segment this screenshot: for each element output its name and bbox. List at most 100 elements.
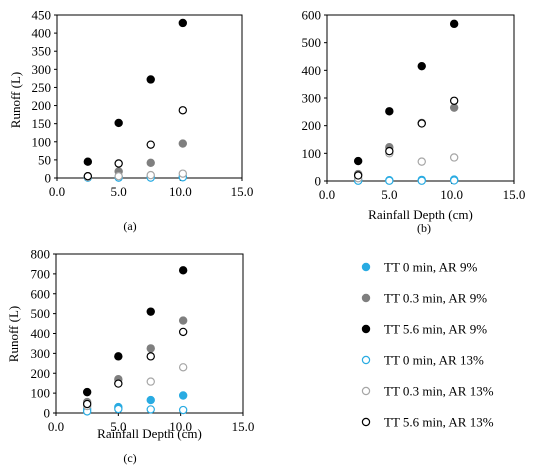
data-point-tt56-ar9 bbox=[146, 307, 155, 316]
y-tick-label: 200 bbox=[302, 118, 322, 133]
data-point-tt56-ar9 bbox=[417, 61, 426, 71]
y-tick-label: 300 bbox=[302, 91, 322, 106]
y-tick-label: 100 bbox=[302, 146, 322, 161]
x-tick-label: 10.0 bbox=[169, 419, 192, 434]
data-point-tt03-ar13 bbox=[146, 377, 155, 386]
y-tick-label: 0 bbox=[45, 171, 52, 186]
data-point-tt56-ar9 bbox=[178, 266, 188, 275]
legend-label: TT 5.6 min, AR 9% bbox=[384, 322, 487, 337]
x-tick-label: 0.0 bbox=[49, 184, 65, 199]
legend-label: TT 5.6 min, AR 13% bbox=[384, 415, 494, 430]
y-tick-label: 400 bbox=[32, 26, 52, 41]
x-axis-label: Rainfall Depth (cm) bbox=[368, 207, 473, 222]
y-tick-label: 100 bbox=[31, 386, 51, 401]
data-point-tt56-ar9 bbox=[114, 352, 123, 361]
x-tick-label: 15.0 bbox=[503, 187, 526, 202]
y-tick-label: 100 bbox=[32, 134, 52, 149]
data-point-tt0-ar13 bbox=[385, 176, 394, 185]
y-tick-label: 450 bbox=[32, 8, 52, 23]
data-point-tt0-ar13 bbox=[178, 405, 188, 415]
data-point-tt0-ar13 bbox=[146, 405, 155, 414]
data-point-tt56-ar13 bbox=[146, 140, 155, 149]
data-point-tt0-ar9 bbox=[146, 395, 155, 405]
y-tick-label: 50 bbox=[38, 152, 51, 167]
chart-legend: TT 0 min, AR 9% TT 0.3 min, AR 9% TT 5.6 m… bbox=[361, 260, 494, 430]
panel-b-chart: 0 100 200 300 400 500 600 0.0 5.0 10.0 15.0 Rainfal… bbox=[302, 8, 526, 236]
legend-label: TT 0 min, AR 13% bbox=[384, 353, 484, 368]
data-point-tt03-ar13 bbox=[178, 169, 187, 178]
plot-frame bbox=[56, 14, 243, 179]
y-tick-label: 600 bbox=[302, 8, 322, 23]
data-point-tt03-ar9 bbox=[449, 103, 459, 112]
data-point-tt56-ar9 bbox=[83, 157, 93, 166]
x-tick-label: 10.0 bbox=[440, 187, 463, 202]
y-tick-label: 150 bbox=[32, 116, 52, 131]
x-tick-label: 0.0 bbox=[48, 419, 64, 434]
data-point-tt56-ar13 bbox=[83, 171, 93, 181]
data-point-tt56-ar13 bbox=[449, 96, 459, 105]
data-point-tt56-ar13 bbox=[178, 106, 187, 115]
data-point-tt56-ar13 bbox=[353, 171, 363, 180]
y-tick-label: 700 bbox=[31, 266, 51, 281]
legend-label: TT 0.3 min, AR 13% bbox=[384, 384, 494, 399]
y-tick-label: 0 bbox=[44, 406, 51, 421]
data-point-tt03-ar9 bbox=[178, 139, 187, 148]
data-point-tt56-ar13 bbox=[114, 159, 123, 168]
x-axis-label: Rainfall Depth (cm) bbox=[97, 426, 202, 441]
data-point-tt56-ar9 bbox=[82, 387, 92, 397]
x-tick-label: 5.0 bbox=[381, 187, 397, 202]
legend-marker bbox=[361, 262, 371, 272]
legend-label: TT 0.3 min, AR 9% bbox=[384, 291, 487, 306]
y-tick-label: 0 bbox=[315, 174, 322, 189]
data-point-tt56-ar13 bbox=[178, 327, 188, 337]
y-tick-label: 800 bbox=[31, 247, 51, 262]
panel-label: (b) bbox=[417, 221, 431, 235]
data-point-tt56-ar13 bbox=[146, 352, 155, 361]
data-point-tt56-ar9 bbox=[146, 75, 155, 84]
x-tick-label: 5.0 bbox=[111, 184, 127, 199]
data-point-tt56-ar9 bbox=[385, 107, 394, 116]
legend-marker bbox=[361, 355, 371, 365]
data-point-tt03-ar13 bbox=[449, 153, 459, 162]
data-point-tt03-ar9 bbox=[146, 344, 155, 353]
data-point-tt03-ar13 bbox=[417, 157, 426, 166]
data-point-tt03-ar9 bbox=[178, 316, 188, 325]
data-point-tt56-ar9 bbox=[353, 156, 363, 166]
plot-frame bbox=[55, 253, 244, 414]
legend-marker bbox=[361, 324, 371, 334]
y-tick-label: 500 bbox=[31, 306, 51, 321]
data-point-tt03-ar13 bbox=[146, 170, 155, 180]
data-point-tt56-ar9 bbox=[449, 19, 459, 29]
data-point-tt0-ar9 bbox=[178, 391, 188, 400]
y-axis-label: Runoff (L) bbox=[6, 306, 21, 362]
data-point-tt56-ar13 bbox=[82, 399, 92, 409]
y-tick-label: 350 bbox=[32, 44, 52, 59]
y-tick-label: 200 bbox=[31, 366, 51, 381]
data-point-tt03-ar13 bbox=[114, 171, 123, 181]
legend-marker bbox=[361, 293, 371, 303]
data-point-tt03-ar9 bbox=[146, 158, 155, 167]
legend-marker bbox=[361, 386, 371, 396]
legend-marker bbox=[361, 417, 371, 427]
data-point-tt0-ar13 bbox=[417, 176, 426, 185]
panel-label: (c) bbox=[123, 451, 136, 465]
y-tick-label: 300 bbox=[31, 346, 51, 361]
data-point-tt56-ar9 bbox=[178, 18, 187, 28]
y-tick-label: 250 bbox=[32, 80, 52, 95]
panel-a-chart: 0 50 100 150 200 250 300 350 400 450 0.0 5.0 10.0 15.… bbox=[8, 8, 253, 234]
y-tick-label: 500 bbox=[302, 35, 322, 50]
x-tick-label: 10.0 bbox=[169, 184, 192, 199]
x-tick-label: 0.0 bbox=[319, 187, 335, 202]
data-point-tt56-ar13 bbox=[385, 146, 394, 156]
data-point-tt56-ar9 bbox=[114, 118, 123, 128]
y-tick-label: 400 bbox=[302, 63, 322, 78]
x-tick-label: 5.0 bbox=[110, 419, 126, 434]
data-point-tt0-ar13 bbox=[114, 404, 123, 414]
panel-label: (a) bbox=[123, 219, 136, 233]
y-tick-label: 200 bbox=[32, 98, 52, 113]
x-tick-label: 15.0 bbox=[232, 419, 255, 434]
y-axis-label: Runoff (L) bbox=[8, 72, 23, 128]
data-point-tt03-ar13 bbox=[178, 363, 188, 372]
y-tick-label: 600 bbox=[31, 286, 51, 301]
